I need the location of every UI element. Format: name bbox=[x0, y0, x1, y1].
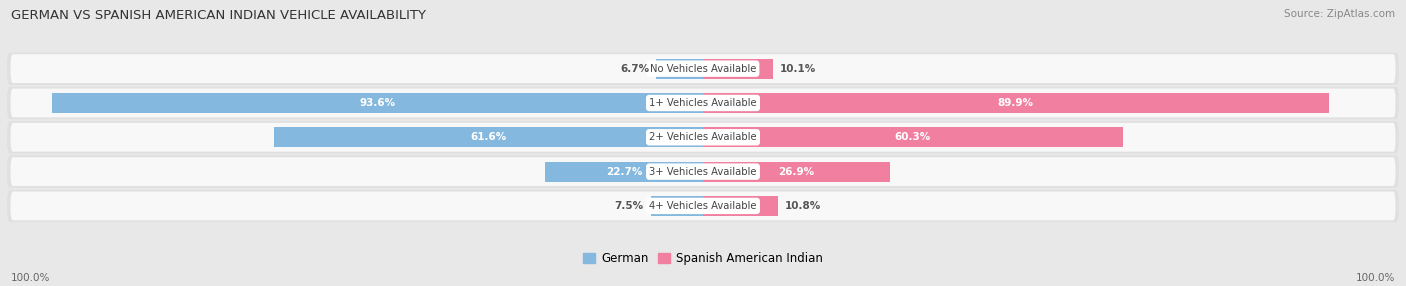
Bar bbox=[651, 196, 703, 216]
Text: 10.8%: 10.8% bbox=[785, 201, 821, 211]
FancyBboxPatch shape bbox=[7, 121, 1399, 153]
FancyBboxPatch shape bbox=[7, 53, 1399, 85]
FancyBboxPatch shape bbox=[10, 89, 1396, 117]
Text: 6.7%: 6.7% bbox=[620, 64, 650, 74]
Text: GERMAN VS SPANISH AMERICAN INDIAN VEHICLE AVAILABILITY: GERMAN VS SPANISH AMERICAN INDIAN VEHICL… bbox=[11, 9, 426, 21]
Text: 7.5%: 7.5% bbox=[614, 201, 644, 211]
Text: No Vehicles Available: No Vehicles Available bbox=[650, 64, 756, 74]
Bar bbox=[274, 127, 703, 147]
Text: 93.6%: 93.6% bbox=[359, 98, 395, 108]
Text: 1+ Vehicles Available: 1+ Vehicles Available bbox=[650, 98, 756, 108]
FancyBboxPatch shape bbox=[10, 192, 1396, 220]
Text: 100.0%: 100.0% bbox=[1355, 273, 1395, 283]
Bar bbox=[546, 162, 703, 182]
Text: 100.0%: 100.0% bbox=[11, 273, 51, 283]
FancyBboxPatch shape bbox=[7, 190, 1399, 222]
Text: 26.9%: 26.9% bbox=[779, 167, 814, 176]
Text: 4+ Vehicles Available: 4+ Vehicles Available bbox=[650, 201, 756, 211]
Text: 22.7%: 22.7% bbox=[606, 167, 643, 176]
Text: 2+ Vehicles Available: 2+ Vehicles Available bbox=[650, 132, 756, 142]
Bar bbox=[703, 127, 1122, 147]
Text: 10.1%: 10.1% bbox=[780, 64, 817, 74]
Bar bbox=[52, 93, 703, 113]
Bar bbox=[703, 196, 778, 216]
FancyBboxPatch shape bbox=[10, 123, 1396, 152]
FancyBboxPatch shape bbox=[10, 54, 1396, 83]
Text: 89.9%: 89.9% bbox=[998, 98, 1033, 108]
Text: 61.6%: 61.6% bbox=[471, 132, 506, 142]
Bar bbox=[703, 93, 1329, 113]
Text: 3+ Vehicles Available: 3+ Vehicles Available bbox=[650, 167, 756, 176]
Bar bbox=[703, 162, 890, 182]
Bar bbox=[703, 59, 773, 79]
FancyBboxPatch shape bbox=[10, 157, 1396, 186]
FancyBboxPatch shape bbox=[7, 156, 1399, 188]
FancyBboxPatch shape bbox=[7, 87, 1399, 119]
Text: 60.3%: 60.3% bbox=[894, 132, 931, 142]
Legend: German, Spanish American Indian: German, Spanish American Indian bbox=[583, 252, 823, 265]
Text: Source: ZipAtlas.com: Source: ZipAtlas.com bbox=[1284, 9, 1395, 19]
Bar bbox=[657, 59, 703, 79]
